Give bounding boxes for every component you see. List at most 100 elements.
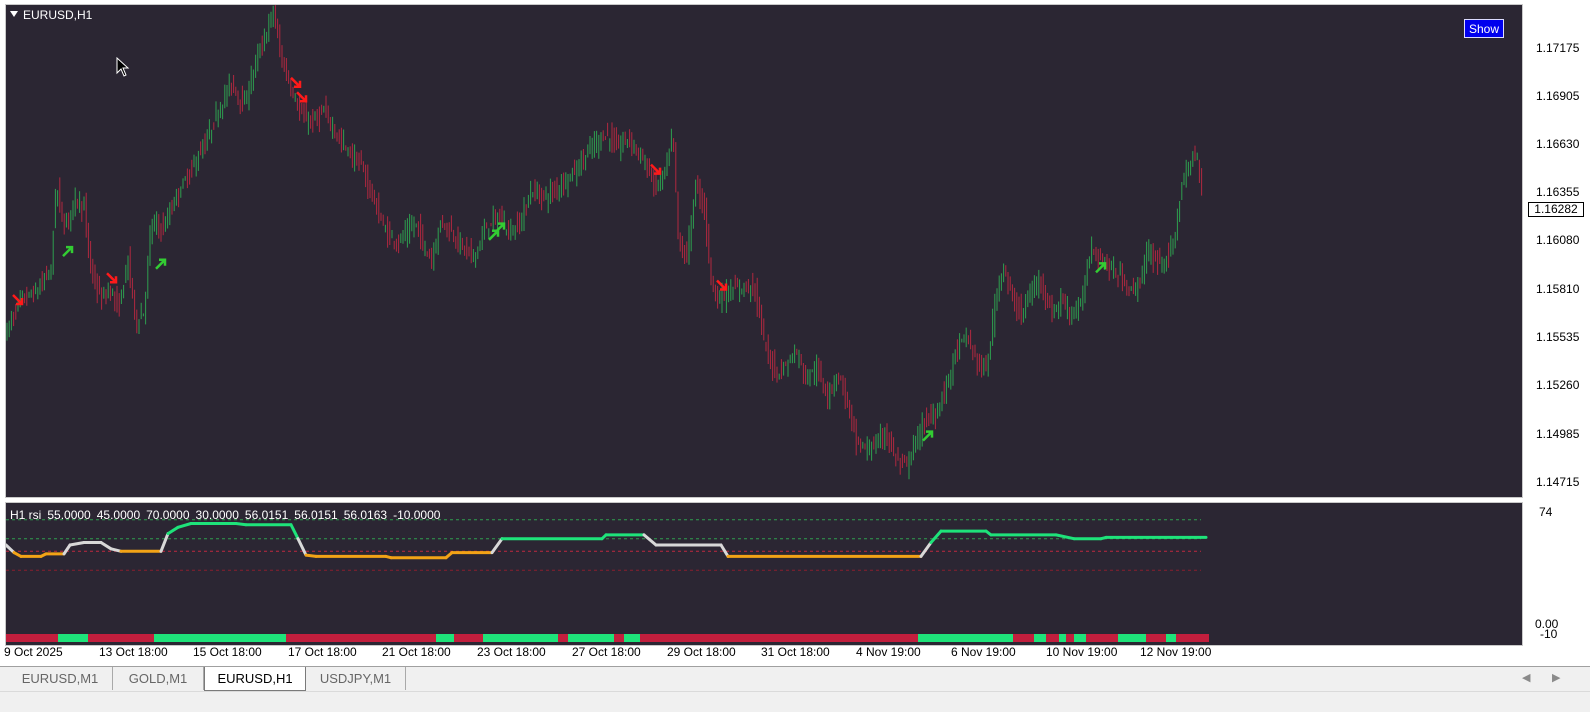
tab-scroll-right-icon[interactable]: ▶ [1552,672,1561,684]
rsi-line-segment [642,533,658,547]
time-axis-label: 10 Nov 19:00 [1046,645,1118,659]
rsi-info-value: -10.0000 [393,508,441,522]
price-axis-label: 1.14715 [1536,475,1580,489]
price-axis-label: 1.16355 [1536,185,1580,199]
rsi-state-bar [1059,634,1066,642]
time-axis[interactable]: 9 Oct 2025 13 Oct 18:00 15 Oct 18:00 17 Oct… [0,645,1590,665]
rsi-info-line: H1 rsi 55.0000 45.0000 70.0000 30.0000 56.015… [10,508,446,522]
rsi-line-segment [289,523,300,541]
rsi-line-segment [159,532,170,553]
rsi-line-segment [234,522,248,527]
rsi-info-value: 56.0151 [244,508,289,522]
rsi-axis-label: 74 [1539,505,1553,519]
rsi-line-segment [304,553,318,558]
tab-eurusd-h1[interactable]: EURUSD,H1 [204,667,306,691]
sell-signal-arrow-icon [650,163,662,175]
rsi-info-value: H1 rsi [10,508,42,522]
price-axis-label: 1.17175 [1536,41,1580,55]
price-axis-label: 1.15810 [1536,282,1580,296]
rsi-line-segment [1054,533,1076,541]
rsi-state-bar [1118,634,1146,642]
rsi-state-bar [1013,634,1034,642]
buy-signal-arrow-icon [1095,262,1107,274]
time-axis-label: 13 Oct 18:00 [99,645,168,659]
rsi-state-bar [1074,634,1086,642]
price-axis-label: 1.16630 [1536,137,1580,151]
rsi-line-segment [719,543,730,558]
sell-signal-arrow-icon [12,294,24,306]
rsi-state-bar [1146,634,1166,642]
rsi-indicator-pane[interactable]: H1 rsi 55.0000 45.0000 70.0000 30.0000 56.015… [5,502,1523,646]
tab-scroll-left-icon[interactable]: ◀ [1522,672,1531,684]
rsi-line-segment [929,529,943,544]
rsi-line-segment [62,543,72,556]
mouse-cursor-icon [116,57,130,77]
sell-signal-arrow-icon [716,279,728,291]
rsi-state-bar [1046,634,1059,642]
price-axis-label: 1.16905 [1536,89,1580,103]
price-chart-pane[interactable]: EURUSD,H1 Show [5,4,1523,498]
time-axis-label: 12 Nov 19:00 [1140,645,1212,659]
time-axis-label: 21 Oct 18:00 [382,645,451,659]
collapse-triangle-icon[interactable] [10,11,18,17]
tab-gold-m1[interactable]: GOLD,M1 [113,667,204,690]
price-axis[interactable]: 1.16282 1.17175 1.16905 1.16630 1.16355 1.16… [1526,0,1590,648]
rsi-line-segment [68,541,86,547]
rsi-state-bar [1176,634,1209,642]
time-axis-label: 4 Nov 19:00 [856,645,921,659]
rsi-state-bar [1086,634,1118,642]
rsi-info-value: 70.0000 [146,508,190,522]
rsi-state-bar [918,634,1013,642]
rsi-line-segment [919,541,933,558]
price-axis-label: 1.15535 [1536,330,1580,344]
time-axis-label: 31 Oct 18:00 [761,645,830,659]
rsi-axis-label: -10 [1540,627,1558,641]
time-axis-label: 17 Oct 18:00 [288,645,357,659]
rsi-line-segment [490,537,504,555]
rsi-state-bar [640,634,918,642]
chart-title-text: EURUSD,H1 [23,8,93,22]
buy-signal-arrow-icon [922,430,934,442]
rsi-state-bar [6,634,58,642]
rsi-state-bar [624,634,640,642]
rsi-line-segment [109,547,123,553]
candles [6,5,1203,480]
time-axis-label: 27 Oct 18:00 [572,645,641,659]
price-axis-label: 1.14985 [1536,427,1580,441]
price-axis-label: 1.15260 [1536,378,1580,392]
rsi-state-bar [286,634,436,642]
rsi-info-value: 56.0151 [294,508,338,522]
time-axis-label: 6 Nov 19:00 [951,645,1016,659]
buy-signal-arrow-icon [62,245,74,257]
rsi-line-segment [6,543,16,555]
rsi-state-bar [88,634,154,642]
rsi-axis-label: 0.00 [1535,617,1559,631]
rsi-state-bar [558,634,568,642]
rsi-state-bar [1166,634,1176,642]
rsi-plot[interactable] [6,503,1523,646]
status-strip [0,691,1590,712]
rsi-state-bar [1066,634,1074,642]
time-axis-label: 23 Oct 18:00 [477,645,546,659]
sell-signal-arrow-icon [290,76,302,89]
show-button[interactable]: Show [1464,19,1504,38]
rsi-line-segment [176,522,193,529]
rsi-state-bar [483,634,558,642]
tab-eurusd-m1[interactable]: EURUSD,M1 [8,667,113,690]
rsi-line-segment [296,537,308,557]
time-axis-label: 15 Oct 18:00 [193,645,262,659]
candlestick-plot[interactable] [6,5,1523,498]
rsi-line-segment [166,525,180,536]
rsi-info-value: 30.0000 [195,508,239,522]
rsi-state-bar [436,634,454,642]
rsi-state-bar [454,634,483,642]
rsi-state-bar [58,634,88,642]
current-price-label: 1.16282 [1528,202,1584,217]
tab-usdjpy-m1[interactable]: USDJPY,M1 [306,667,406,690]
price-axis-label: 1.16080 [1536,233,1580,247]
buy-signal-arrow-icon [155,258,167,270]
rsi-state-bar [154,634,286,642]
time-axis-label: 29 Oct 18:00 [667,645,736,659]
rsi-state-bar [614,634,624,642]
buy-signal-arrow-icon [494,222,506,234]
